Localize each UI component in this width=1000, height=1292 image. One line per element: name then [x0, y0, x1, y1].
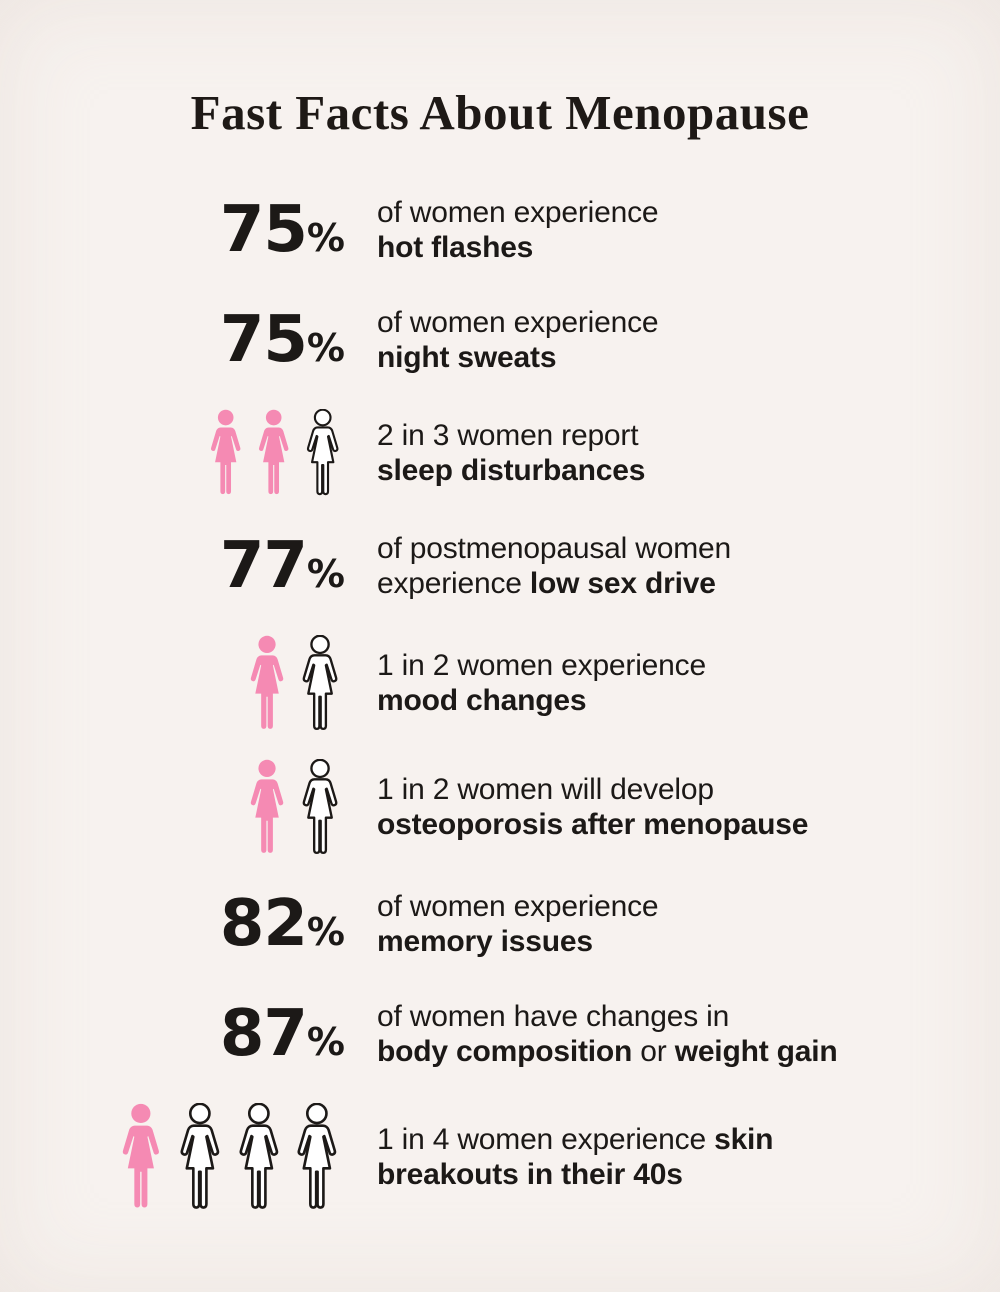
fact-line: 1 in 2 women will develop [377, 773, 714, 806]
woman-filled-icon [250, 759, 284, 853]
women-pictogram [242, 634, 345, 732]
fact-row-memory-issues: 82% of women experience memory issues [0, 881, 1000, 967]
percent-sign: % [306, 910, 345, 954]
fact-line: 1 in 4 women experience skin [377, 1123, 774, 1156]
woman-filled-icon [250, 635, 284, 729]
women-pictogram [203, 409, 345, 497]
fact-line: of women experience [377, 890, 659, 923]
fact-row-osteoporosis: 1 in 2 women will develop osteoporosis a… [0, 757, 1000, 857]
percent-sign: % [306, 552, 345, 596]
percent-sign: % [306, 216, 345, 260]
woman-filled-icon [259, 409, 289, 495]
woman-outline-icon [180, 1103, 220, 1209]
woman-filled-icon [122, 1103, 159, 1208]
women-pictogram [242, 758, 345, 856]
fact-row-night-sweats: 75% of women experience night sweats [0, 297, 1000, 383]
stat-value: 82% [220, 892, 345, 956]
stat-number: 75 [219, 303, 308, 377]
fact-row-body-composition: 87% of women have changes in body compos… [0, 991, 1000, 1077]
percent-sign: % [306, 1020, 345, 1064]
fact-row-low-sex-drive: 77% of postmenopausal women experience l… [0, 523, 1000, 609]
fact-text: 1 in 2 women will develop osteoporosis a… [377, 772, 808, 842]
stat-value: 87% [220, 1002, 345, 1066]
fact-line: of women experience [377, 196, 659, 229]
fact-line: sleep disturbances [377, 454, 646, 487]
fact-line: of women experience [377, 306, 659, 339]
page-title: Fast Facts About Menopause [190, 85, 810, 140]
fact-text: of women experience hot flashes [377, 195, 659, 265]
fact-text: 2 in 3 women report sleep disturbances [377, 418, 645, 488]
woman-outline-icon [302, 758, 338, 854]
woman-outline-icon [302, 634, 338, 730]
fact-text: 1 in 2 women experience mood changes [377, 648, 706, 718]
fact-line: 2 in 3 women report [377, 419, 639, 452]
fact-row-hot-flashes: 75% of women experience hot flashes [0, 187, 1000, 273]
woman-outline-icon [297, 1103, 337, 1209]
stat-number: 82 [219, 887, 308, 961]
women-pictogram [113, 1103, 345, 1211]
fact-line: osteoporosis after menopause [377, 808, 809, 841]
stat-value: 77% [220, 534, 345, 598]
stat-value: 75% [220, 198, 345, 262]
stat-number: 77 [219, 529, 308, 603]
stat-number: 87 [219, 997, 308, 1071]
fact-line: body composition or weight gain [377, 1035, 838, 1068]
fact-line: hot flashes [377, 231, 534, 264]
stat-value: 75% [220, 308, 345, 372]
fact-line: of women have changes in [377, 1000, 730, 1033]
fact-line: of postmenopausal women [377, 532, 731, 565]
fact-text: of postmenopausal women experience low s… [377, 531, 731, 601]
woman-outline-icon [306, 409, 339, 496]
fact-text: of women have changes in body compositio… [377, 999, 838, 1069]
stat-number: 75 [219, 193, 308, 267]
fact-line: 1 in 2 women experience [377, 649, 706, 682]
fact-line: night sweats [377, 341, 557, 374]
fact-text: of women experience memory issues [377, 889, 659, 959]
facts-list: 75% of women experience hot flashes 75% … [0, 187, 1000, 1213]
woman-outline-icon [239, 1103, 278, 1209]
fact-text: 1 in 4 women experience skin breakouts i… [377, 1122, 774, 1192]
fact-line: breakouts in their 40s [377, 1158, 683, 1191]
fact-line: mood changes [377, 684, 587, 717]
fact-line: memory issues [377, 925, 593, 958]
woman-filled-icon [210, 409, 241, 495]
fact-row-mood-changes: 1 in 2 women experience mood changes [0, 633, 1000, 733]
fact-row-sleep-disturbances: 2 in 3 women report sleep disturbances [0, 407, 1000, 499]
fact-line: experience low sex drive [377, 567, 716, 600]
fact-text: of women experience night sweats [377, 305, 659, 375]
percent-sign: % [306, 326, 345, 370]
fact-row-skin-breakouts: 1 in 4 women experience skin breakouts i… [0, 1101, 1000, 1213]
